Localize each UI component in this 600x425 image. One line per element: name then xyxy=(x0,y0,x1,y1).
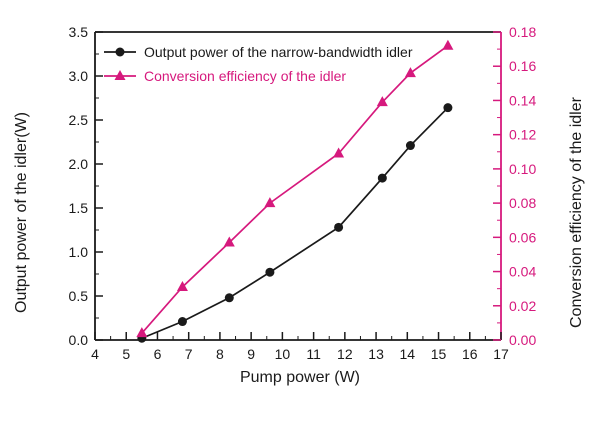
right-axis-title: Conversion efficiency of the idler xyxy=(568,97,585,328)
right-tick-label: 0.10 xyxy=(509,161,536,177)
x-tick-label: 14 xyxy=(400,346,416,362)
left-tick-label: 3.0 xyxy=(69,68,89,84)
series-0-point xyxy=(443,103,453,113)
series-0-point xyxy=(177,317,187,327)
legend-label: Output power of the narrow-bandwidth idl… xyxy=(144,44,413,60)
x-tick-label: 9 xyxy=(247,346,255,362)
right-tick-label: 0.08 xyxy=(509,195,536,211)
left-tick-label: 1.0 xyxy=(69,244,89,260)
series-1-point xyxy=(223,236,235,247)
x-tick-label: 13 xyxy=(368,346,384,362)
series-1-point xyxy=(136,327,148,338)
right-tick-label: 0.00 xyxy=(509,332,536,348)
x-tick-label: 8 xyxy=(216,346,224,362)
series-1-point xyxy=(176,280,188,291)
x-tick-label: 4 xyxy=(91,346,99,362)
x-tick-label: 16 xyxy=(462,346,478,362)
right-tick-label: 0.12 xyxy=(509,127,536,143)
right-tick-label: 0.06 xyxy=(509,229,536,245)
series-line-0 xyxy=(141,107,449,340)
left-tick-label: 0.0 xyxy=(69,332,89,348)
series-1-point xyxy=(404,67,416,78)
x-axis-title: Pump power (W) xyxy=(239,369,361,386)
series-1-point xyxy=(264,197,276,208)
x-tick-label: 7 xyxy=(185,346,193,362)
x-tick-label: 5 xyxy=(122,346,130,362)
series-0-point xyxy=(405,141,415,151)
x-tick-label: 12 xyxy=(337,346,353,362)
x-tick-label: 6 xyxy=(154,346,162,362)
left-tick-label: 2.5 xyxy=(69,112,89,128)
left-tick-label: 3.5 xyxy=(69,24,89,40)
legend-marker-triangle xyxy=(114,70,126,80)
series-0-point xyxy=(334,222,344,232)
right-tick-label: 0.16 xyxy=(509,58,536,74)
x-tick-label: 11 xyxy=(306,346,321,362)
series-0-point xyxy=(377,173,387,183)
x-tick-label: 10 xyxy=(275,346,291,362)
series-1-point xyxy=(442,39,454,50)
series-0-point xyxy=(224,293,234,303)
left-axis-title: Output power of the idler(W) xyxy=(13,112,30,313)
series-1-point xyxy=(376,96,388,107)
right-tick-label: 0.14 xyxy=(509,92,536,108)
x-tick-label: 15 xyxy=(431,346,447,362)
left-tick-label: 2.0 xyxy=(69,156,89,172)
series-0-point xyxy=(265,267,275,277)
series-line-1 xyxy=(141,45,449,334)
left-tick-label: 0.5 xyxy=(69,288,89,304)
legend-marker-circle xyxy=(115,47,125,57)
series-1-point xyxy=(333,147,345,158)
x-tick-label: 17 xyxy=(493,346,509,362)
right-tick-label: 0.02 xyxy=(509,298,536,314)
right-tick-label: 0.04 xyxy=(509,264,536,280)
right-tick-label: 0.18 xyxy=(509,24,536,40)
left-tick-label: 1.5 xyxy=(69,200,89,216)
legend-label: Conversion efficiency of the idler xyxy=(144,68,346,84)
